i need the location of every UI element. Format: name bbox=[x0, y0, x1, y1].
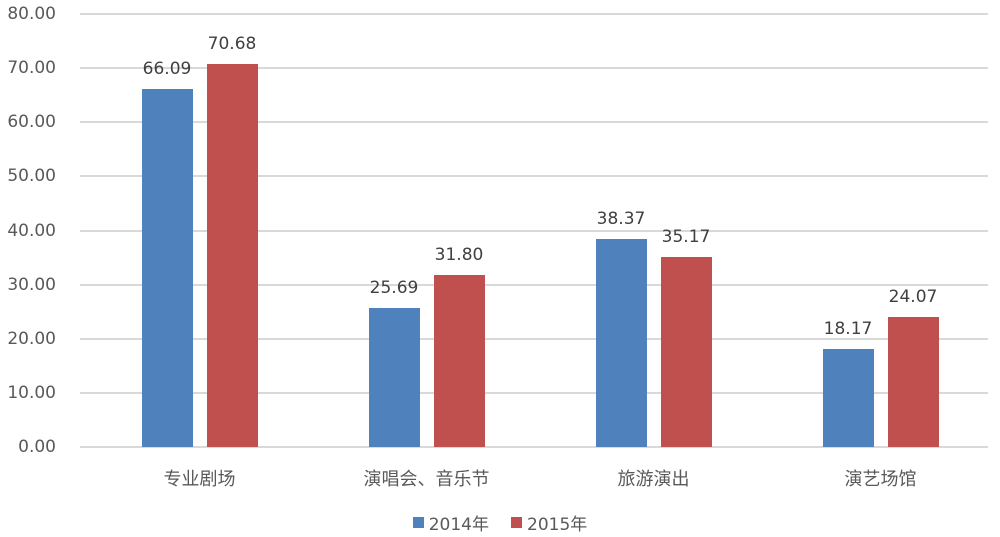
gridline bbox=[80, 13, 988, 15]
x-tick-label: 演唱会、音乐节 bbox=[363, 469, 490, 490]
legend-item: 2014年 bbox=[412, 510, 489, 535]
data-label: 24.07 bbox=[888, 286, 938, 307]
x-tick-label: 演艺场馆 bbox=[844, 469, 917, 490]
data-label: 38.37 bbox=[596, 209, 646, 230]
gridline bbox=[80, 121, 988, 124]
data-label: 66.09 bbox=[142, 59, 192, 80]
y-tick-label: 10.00 bbox=[7, 382, 56, 403]
data-label: 35.17 bbox=[661, 226, 711, 247]
y-tick-label: 80.00 bbox=[7, 4, 56, 24]
y-tick-label: 70.00 bbox=[7, 58, 56, 79]
bar-2015年-2 bbox=[660, 256, 712, 447]
gridline bbox=[80, 283, 988, 286]
gridline bbox=[80, 446, 988, 448]
legend-swatch-icon bbox=[511, 517, 522, 528]
gridline bbox=[80, 175, 988, 178]
data-label: 70.68 bbox=[207, 34, 257, 55]
data-label: 31.80 bbox=[434, 244, 484, 265]
legend-item: 2015年 bbox=[511, 510, 587, 535]
bar-2014年-0 bbox=[141, 89, 193, 447]
bar-2014年-1 bbox=[368, 307, 420, 447]
y-tick-label: 60.00 bbox=[7, 112, 56, 133]
y-tick-label: 20.00 bbox=[7, 328, 56, 349]
bar-2015年-1 bbox=[433, 274, 485, 447]
gridline bbox=[80, 229, 988, 232]
legend-label: 2014年 bbox=[428, 515, 489, 535]
y-tick-label: 50.00 bbox=[7, 166, 56, 187]
gridline bbox=[80, 337, 988, 340]
gridline bbox=[80, 67, 988, 70]
bar-2015年-0 bbox=[206, 64, 258, 447]
legend-label: 2015年 bbox=[527, 515, 588, 535]
data-label: 25.69 bbox=[369, 277, 419, 298]
gridline bbox=[80, 391, 988, 394]
y-tick-label: 30.00 bbox=[7, 274, 56, 295]
bar-2014年-2 bbox=[595, 239, 647, 447]
bar-2014年-3 bbox=[822, 348, 874, 447]
bar-2015年-3 bbox=[887, 316, 939, 447]
legend-swatch-icon bbox=[412, 517, 424, 528]
y-tick-label: 40.00 bbox=[7, 220, 56, 241]
y-tick-label: 0.00 bbox=[18, 437, 56, 457]
legend: 2014年 2015年 bbox=[0, 510, 1000, 535]
data-label: 18.17 bbox=[823, 318, 873, 339]
x-tick-label: 旅游演出 bbox=[617, 469, 690, 490]
x-tick-label: 专业剧场 bbox=[163, 469, 236, 490]
